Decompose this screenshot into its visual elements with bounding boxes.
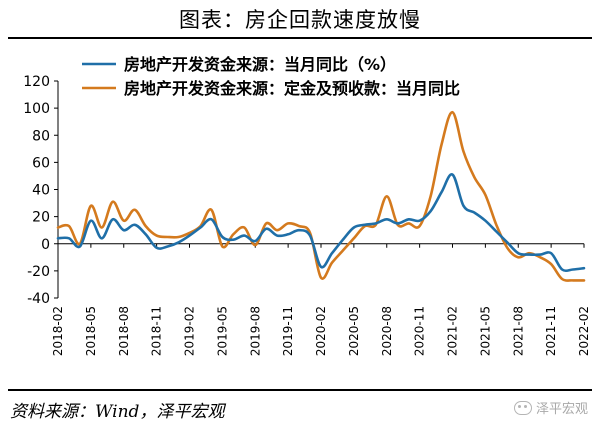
y-tick-label: 0 [41,237,50,253]
y-tick-label: 100 [23,101,50,117]
footer-divider [8,389,592,391]
x-tick-label: 2020-02 [314,306,328,356]
chart-title: 图表：房企回款速度放慢 [179,8,421,32]
y-tick-label: 80 [32,128,50,144]
line-chart: -40 -20 0 20 40 60 80 100 120 2018-02 2018-05 2018-… [23,55,591,356]
x-tick-label: 2021-11 [544,306,558,356]
x-tick-label: 2018-11 [150,306,164,356]
x-tick-label: 2020-11 [413,306,427,356]
source-note: 资料来源：Wind，泽平宏观 [10,402,225,422]
legend-label-1: 房地产开发资金来源：当月同比（%） [124,55,396,74]
y-tick-label: 40 [32,183,50,199]
x-tick-label: 2019-02 [183,306,197,356]
x-tick-label: 2020-05 [347,306,361,356]
x-tick-label: 2021-05 [478,306,492,356]
legend-label-2: 房地产开发资金来源：定金及预收款：当月同比 [124,79,460,98]
watermark-label: 泽平宏观 [535,402,588,417]
x-tick-label: 2018-08 [117,306,131,356]
x-tick-label: 2021-02 [446,306,460,356]
series-line-2 [56,110,586,282]
watermark: 泽平宏观 [513,398,588,417]
wechat-icon [513,400,532,415]
x-tick-label: 2019-05 [215,306,229,356]
y-tick-label: -20 [27,264,50,280]
y-tick-label: 60 [32,155,50,171]
x-tick-label: 2020-08 [380,306,394,356]
title-divider [8,37,592,39]
series-line-1 [56,173,586,273]
y-tick-label: 20 [32,210,50,226]
x-tick-label: 2022-02 [577,306,591,356]
x-tick-label: 2021-08 [511,306,525,356]
y-tick-label: 120 [23,74,50,90]
x-tick-label: 2018-05 [84,306,98,356]
y-tick-label: -40 [27,291,50,307]
x-tick-label: 2018-02 [51,306,65,356]
x-tick-label: 2019-08 [248,306,262,356]
x-tick-label: 2019-11 [281,306,295,356]
